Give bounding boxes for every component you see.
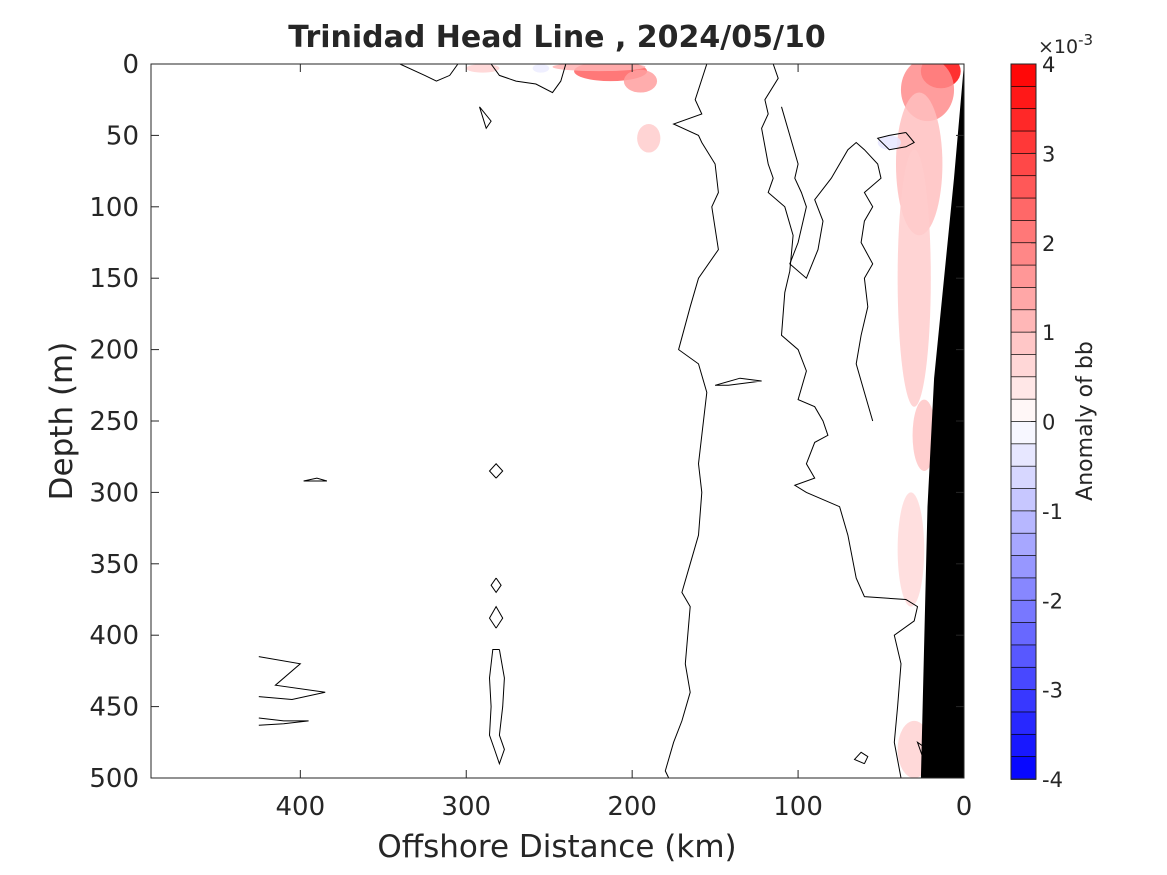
colorbar-level xyxy=(1010,130,1037,155)
colorbar-level xyxy=(1010,398,1037,423)
y-tick-label: 0 xyxy=(122,50,139,80)
y-tick-label: 250 xyxy=(89,407,139,437)
y-tick-label: 300 xyxy=(89,478,139,508)
zero-contour-line xyxy=(488,649,505,766)
y-tick-label: 500 xyxy=(89,764,139,794)
colorbar-label: Anomaly of bb xyxy=(1073,341,1098,501)
plot-area-background xyxy=(151,64,964,778)
colorbar-level xyxy=(1010,63,1037,88)
zero-contour-line xyxy=(479,106,492,130)
negative-anomaly-patch xyxy=(532,64,550,73)
colorbar-tick-label: 2 xyxy=(1042,232,1055,256)
positive-anomaly-patch xyxy=(466,64,500,73)
colorbar-tick-label: 1 xyxy=(1042,321,1055,345)
colorbar-level xyxy=(1010,443,1037,468)
y-axis-label: Depth (m) xyxy=(44,342,80,501)
colorbar-tick-label: -3 xyxy=(1042,679,1063,703)
colorbar-exponent-base: ×10 xyxy=(1038,36,1078,58)
colorbar-tick-label: 4 xyxy=(1042,53,1055,77)
colorbar-exponent-power: -3 xyxy=(1078,31,1093,49)
y-tick-label: 150 xyxy=(89,264,139,294)
colorbar-level xyxy=(1010,465,1037,490)
x-axis-ticks: 400 300 200 100 0 xyxy=(276,64,973,822)
colorbar-level xyxy=(1010,421,1037,445)
x-tick-label: 200 xyxy=(607,792,657,822)
y-tick-label: 450 xyxy=(89,693,139,723)
chart-title: Trinidad Head Line , 2024/05/10 xyxy=(288,20,825,55)
positive-anomaly-patch xyxy=(897,492,925,607)
colorbar-level xyxy=(1010,756,1037,780)
positive-anomaly-patch xyxy=(912,399,936,471)
colorbar-level xyxy=(1010,85,1037,110)
colorbar-level xyxy=(1010,376,1037,400)
y-tick-label: 400 xyxy=(89,621,139,651)
positive-anomaly-patch xyxy=(637,123,661,153)
x-tick-label: 100 xyxy=(773,792,823,822)
colorbar-level xyxy=(1010,287,1037,311)
zero-contour-line xyxy=(488,605,504,629)
colorbar-tick-label: -4 xyxy=(1042,768,1063,792)
zero-contour-line xyxy=(488,463,504,479)
y-tick-label: 50 xyxy=(106,121,139,151)
bathymetry-layer xyxy=(920,64,964,778)
colorbar-level xyxy=(1010,689,1037,713)
x-tick-label: 300 xyxy=(441,792,491,822)
positive-anomaly-patch xyxy=(623,69,658,93)
y-tick-label: 100 xyxy=(89,193,139,223)
colorbar-level xyxy=(1010,108,1037,132)
zero-contours xyxy=(258,64,932,778)
zero-contour-line xyxy=(781,106,882,422)
colorbar-level xyxy=(1010,711,1037,736)
colorbar-level xyxy=(1010,599,1037,624)
colorbar-level xyxy=(1010,153,1037,177)
zero-contour-line xyxy=(490,577,502,594)
colorbar-level xyxy=(1010,577,1037,602)
colorbar-level xyxy=(1010,309,1037,333)
zero-contour-line xyxy=(258,717,309,726)
colorbar-level xyxy=(1010,622,1037,646)
zero-contour-line xyxy=(714,377,762,386)
colorbar-tick-label: -1 xyxy=(1042,500,1063,524)
positive-anomaly-patch xyxy=(552,64,646,72)
colorbar-level xyxy=(1010,666,1037,691)
negative-anomaly-patch xyxy=(877,135,901,150)
colorbar-level xyxy=(1010,555,1037,579)
colorbar-level xyxy=(1010,242,1037,266)
colorbar-exponent: ×10-3 xyxy=(1038,31,1093,58)
colorbar-level xyxy=(1010,264,1037,289)
y-tick-label: 200 xyxy=(89,336,139,366)
colorbar-level xyxy=(1010,175,1037,199)
colorbar-level xyxy=(1010,510,1037,535)
zero-contour-line xyxy=(853,751,869,765)
colorbar-level xyxy=(1010,532,1037,557)
zero-contour-line xyxy=(303,477,328,482)
x-tick-label: 400 xyxy=(276,792,326,822)
colorbar-level xyxy=(1010,733,1037,758)
zero-contour-line xyxy=(258,656,326,701)
y-axis-ticks: 0 50 100 150 200 250 300 350 400 450 500 xyxy=(89,50,964,794)
positive-anomaly-patch xyxy=(897,149,931,407)
colorbar-tick-label: -2 xyxy=(1042,589,1063,613)
zero-contour-line xyxy=(761,64,919,778)
colorbar-level xyxy=(1010,197,1037,222)
zero-contour-line xyxy=(876,132,915,151)
bathymetry-shape xyxy=(920,64,964,778)
colorbar-level xyxy=(1010,488,1037,512)
zero-contour-line xyxy=(399,64,459,82)
zero-contour-line xyxy=(490,64,567,94)
x-tick-label: 0 xyxy=(956,792,973,822)
colorbar-tick-label: 0 xyxy=(1042,411,1055,435)
colorbar-level xyxy=(1010,220,1037,244)
colorbar xyxy=(1010,63,1037,780)
colorbar-level xyxy=(1010,331,1037,356)
y-tick-label: 350 xyxy=(89,550,139,580)
colorbar-tick-label: 3 xyxy=(1042,142,1055,166)
colorbar-level xyxy=(1010,644,1037,669)
x-axis-label: Offshore Distance (km) xyxy=(377,829,736,865)
colorbar-ticks: 4 3 2 1 0 -1 -2 -3 -4 xyxy=(1031,53,1063,792)
zero-contour-line xyxy=(664,64,719,778)
colorbar-level xyxy=(1010,354,1037,378)
